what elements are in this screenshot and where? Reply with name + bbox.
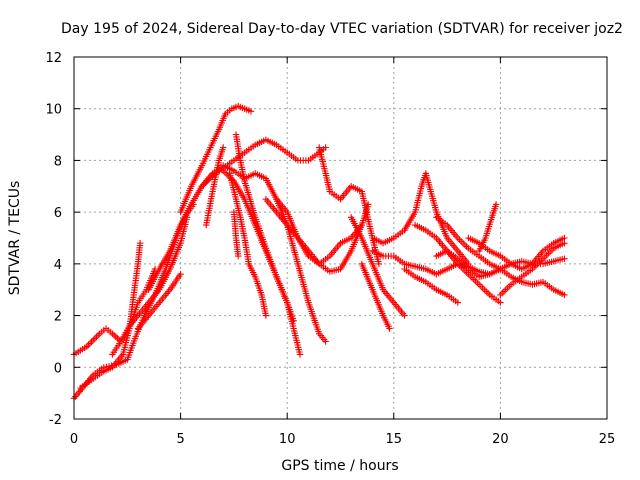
y-tick-label: 12 [45,51,62,66]
y-tick-label: 4 [54,258,62,273]
y-axis-label: SDTVAR / TECUs [7,181,23,296]
x-tick-label: 25 [599,432,616,447]
series-arc-24 [465,234,568,273]
series-markers [232,131,297,324]
series-arc-23 [433,247,504,280]
series-arc-8 [198,162,329,345]
tick-marks: 0 5 10 15 20 25 -2 0 2 4 6 8 10 12 [45,51,615,447]
x-tick-label: 15 [386,432,403,447]
series-markers [230,208,242,260]
series-markers [273,196,372,275]
series-arc-13 [203,144,227,229]
y-tick-label: 0 [54,361,62,376]
series-layer [70,102,568,402]
series-arc-3 [77,240,144,392]
series-markers [465,234,568,273]
series-arc-7 [177,102,255,216]
series-markers [475,201,500,255]
series-arc-12 [230,208,242,260]
series-markers [226,170,270,319]
plot-frame [73,56,608,420]
series-arc-5 [134,271,184,332]
y-tick-label: 6 [54,206,62,221]
grid-lines [74,57,607,419]
series-markers [358,260,393,332]
x-axis-label: GPS time / hours [281,458,398,474]
y-tick-label: 8 [54,154,62,169]
chart-title: Day 195 of 2024, Sidereal Day-to-day VTE… [61,21,623,37]
series-markers [203,144,227,229]
x-tick-label: 20 [492,432,509,447]
series-markers [497,240,568,299]
series-markers [433,247,504,280]
series-arc-15 [273,196,372,275]
series-markers [401,265,461,306]
series-markers [77,240,144,392]
series-arc-27 [401,265,461,306]
series-markers [316,144,383,268]
series-markers [134,271,184,332]
series-arc-26 [497,240,568,299]
series-arc-18 [358,260,393,332]
series-arc-20 [369,170,472,268]
x-tick-label: 10 [279,432,296,447]
series-arc-25 [475,201,500,255]
series-markers [109,214,191,358]
series-arc-11 [232,131,297,324]
x-tick-label: 5 [176,432,184,447]
series-markers [348,214,408,319]
y-tick-label: 10 [45,103,62,118]
series-markers [177,102,255,216]
y-tick-label: 2 [54,310,62,325]
series-arc-4 [109,214,191,358]
series-markers [198,162,329,345]
series-arc-17 [348,214,408,319]
series-arc-10 [226,170,270,319]
y-tick-label: -2 [49,413,62,428]
x-tick-label: 0 [70,432,78,447]
series-markers [369,170,472,268]
series-arc-16 [316,144,383,268]
